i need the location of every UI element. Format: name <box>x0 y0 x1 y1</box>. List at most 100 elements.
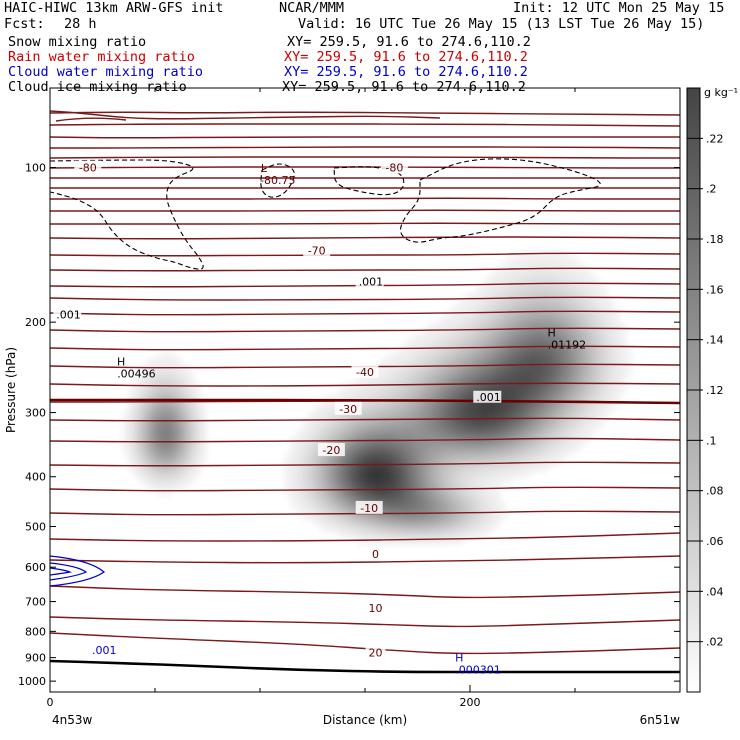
shade-cell <box>578 322 585 329</box>
shade-cell <box>194 388 201 395</box>
shade-cell <box>428 388 435 395</box>
shade-cell <box>296 484 303 491</box>
shade-cell <box>620 382 627 389</box>
shade-cell <box>554 394 561 401</box>
shade-cell <box>440 322 447 329</box>
shade-cell <box>566 376 573 383</box>
contour-label-bg <box>380 160 408 174</box>
shade-cell <box>380 538 387 545</box>
shade-cell <box>500 442 507 449</box>
shade-cell <box>362 526 369 533</box>
shade-cell <box>488 400 495 407</box>
shade-cell <box>536 286 543 293</box>
shade-cell <box>554 304 561 311</box>
shade-cell <box>530 334 537 341</box>
shade-cell <box>494 484 501 491</box>
shade-cell <box>458 388 465 395</box>
shade-cell <box>164 454 171 461</box>
shade-cell <box>194 460 201 467</box>
shade-cell <box>404 532 411 539</box>
shade-cell <box>536 454 543 461</box>
shade-cell <box>170 454 177 461</box>
shade-cell <box>458 532 465 539</box>
shade-cell <box>434 352 441 359</box>
shade-cell <box>440 346 447 353</box>
shade-cell <box>152 358 159 365</box>
y-tick-label: 400 <box>25 471 46 484</box>
shade-cell <box>176 376 183 383</box>
shade-cell <box>170 484 177 491</box>
shade-cell <box>464 322 471 329</box>
shade-cell <box>452 454 459 461</box>
shade-cell <box>320 418 327 425</box>
shade-cell <box>590 274 597 281</box>
shade-cell <box>128 412 135 419</box>
shade-cell <box>542 460 549 467</box>
shade-cell <box>584 424 591 431</box>
shade-cell <box>506 472 513 479</box>
shade-cell <box>296 448 303 455</box>
shade-cell <box>596 292 603 299</box>
shade-cell <box>164 484 171 491</box>
shade-cell <box>332 430 339 437</box>
shade-cell <box>296 460 303 467</box>
shade-cell <box>506 394 513 401</box>
shade-cell <box>200 448 207 455</box>
shade-cell <box>518 376 525 383</box>
shade-cell <box>524 418 531 425</box>
cloud-ice-contour-label: .001 <box>56 309 81 322</box>
shade-cell <box>512 472 519 479</box>
shade-cell <box>392 514 399 521</box>
shade-cell <box>578 424 585 431</box>
shade-cell <box>548 286 555 293</box>
shade-cell <box>392 466 399 473</box>
shade-cell <box>344 460 351 467</box>
shade-cell <box>410 400 417 407</box>
shade-cell <box>338 418 345 425</box>
shade-cell <box>464 490 471 497</box>
shade-cell <box>554 256 561 263</box>
shade-cell <box>446 322 453 329</box>
shade-cell <box>134 448 141 455</box>
shade-cell <box>440 364 447 371</box>
shade-cell <box>470 304 477 311</box>
shade-cell <box>380 406 387 413</box>
shade-cell <box>620 334 627 341</box>
shade-cell <box>536 262 543 269</box>
shade-cell <box>152 484 159 491</box>
shade-cell <box>500 280 507 287</box>
shade-cell <box>452 328 459 335</box>
shade-cell <box>350 496 357 503</box>
shade-cell <box>386 370 393 377</box>
shade-cell <box>500 514 507 521</box>
shade-cell <box>434 502 441 509</box>
shade-cell <box>398 532 405 539</box>
shade-cell <box>428 490 435 497</box>
shade-cell <box>488 286 495 293</box>
shade-cell <box>416 520 423 527</box>
temperature-isotherm <box>50 363 680 369</box>
shade-cell <box>506 262 513 269</box>
shade-cell <box>548 292 555 299</box>
shade-cell <box>470 346 477 353</box>
shade-cell <box>500 388 507 395</box>
shade-cell <box>566 394 573 401</box>
shade-cell <box>518 328 525 335</box>
shade-cell <box>542 286 549 293</box>
shade-cell <box>476 424 483 431</box>
shade-cell <box>284 490 291 497</box>
shade-cell <box>446 508 453 515</box>
shade-cell <box>422 364 429 371</box>
shade-cell <box>410 514 417 521</box>
shade-cell <box>332 484 339 491</box>
shade-cell <box>434 514 441 521</box>
shade-cell <box>164 490 171 497</box>
shade-cell <box>488 310 495 317</box>
shade-cell <box>398 508 405 515</box>
shade-cell <box>518 370 525 377</box>
shade-cell <box>326 460 333 467</box>
shade-cell <box>476 472 483 479</box>
shade-cell <box>548 316 555 323</box>
shade-cell <box>434 448 441 455</box>
